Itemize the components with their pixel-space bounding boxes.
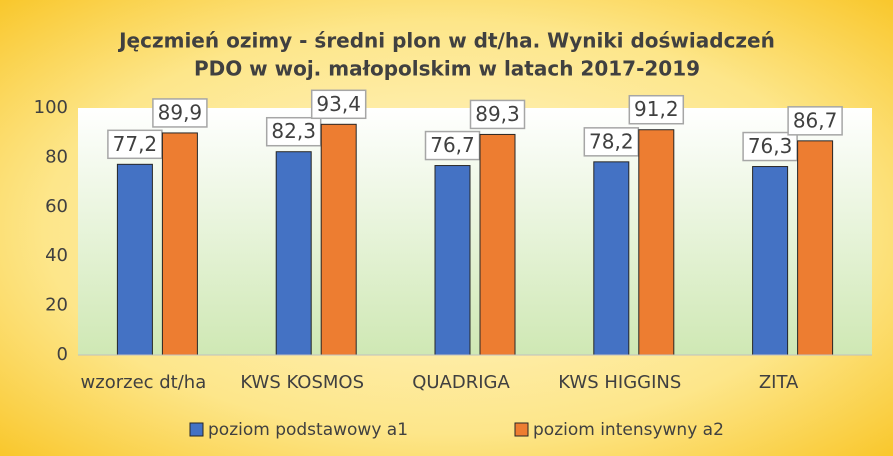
value-label: 89,3 <box>475 102 520 126</box>
x-tick-label: ZITA <box>759 372 799 393</box>
legend-label: poziom podstawowy a1 <box>208 420 408 440</box>
bar <box>638 129 675 356</box>
value-label: 91,2 <box>634 97 679 121</box>
y-tick-label: 100 <box>34 97 68 118</box>
x-tick-label: wzorzec dt/ha <box>81 372 207 393</box>
bar <box>320 123 357 356</box>
value-label-box <box>628 94 685 125</box>
value-label: 78,2 <box>589 129 634 153</box>
x-tick-label: KWS HIGGINS <box>558 372 681 393</box>
bar <box>797 140 834 356</box>
chart-title: PDO w woj. małopolskim w latach 2017-201… <box>194 57 700 81</box>
y-tick-label: 80 <box>45 146 68 167</box>
bar <box>752 166 789 356</box>
value-label-box <box>107 129 163 160</box>
value-label: 93,4 <box>316 92 361 116</box>
x-tick-label: QUADRIGA <box>412 372 510 393</box>
y-tick-label: 0 <box>57 344 68 365</box>
y-tick-label: 20 <box>45 295 68 316</box>
value-label: 89,9 <box>158 100 203 124</box>
x-tick-label: KWS KOSMOS <box>240 372 364 393</box>
value-label-box <box>424 130 481 161</box>
legend-swatch <box>189 422 204 437</box>
value-label: 77,2 <box>113 132 158 156</box>
bar <box>593 161 630 356</box>
legend-label: poziom intensywny a2 <box>533 420 724 440</box>
bar <box>434 165 471 356</box>
value-label: 76,7 <box>430 133 475 157</box>
value-label-box <box>469 99 526 130</box>
bar <box>275 151 312 356</box>
value-label-box <box>310 89 367 120</box>
y-tick-label: 40 <box>45 245 68 266</box>
value-label-box <box>742 131 798 162</box>
value-label-box <box>583 127 640 157</box>
value-label: 76,3 <box>748 134 793 158</box>
legend-swatch <box>514 422 529 437</box>
value-label-box <box>152 98 208 128</box>
chart-title: Jęczmień ozimy - średni plon w dt/ha. Wy… <box>117 29 775 53</box>
value-label-box <box>787 106 843 136</box>
bar <box>161 132 198 356</box>
value-label: 82,3 <box>271 119 316 143</box>
bar <box>116 163 153 356</box>
value-label: 86,7 <box>793 108 838 132</box>
y-tick-label: 60 <box>45 196 68 217</box>
bar <box>479 133 516 356</box>
